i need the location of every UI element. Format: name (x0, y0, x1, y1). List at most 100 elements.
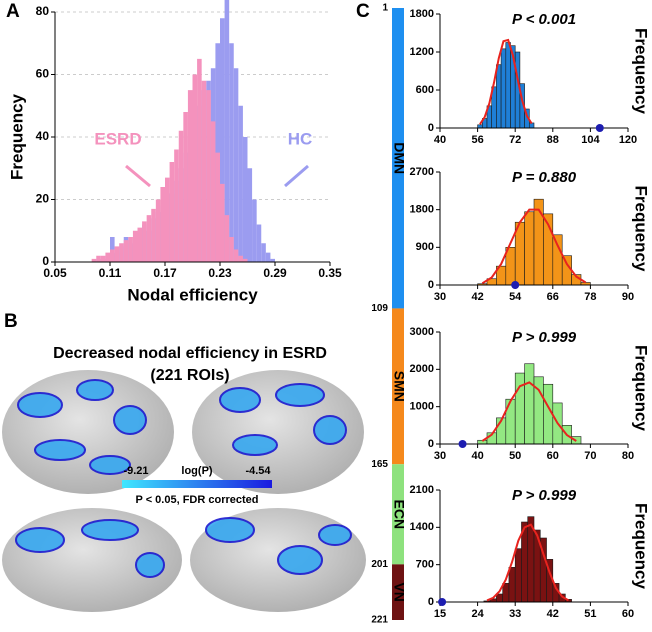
histogram-bar (496, 64, 502, 129)
y-axis-label: Frequency (632, 345, 651, 432)
histogram-bar (110, 249, 115, 262)
y-tick-label: 0 (428, 122, 434, 134)
x-tick-label: 88 (547, 134, 559, 146)
series-label: HC (288, 129, 313, 148)
x-tick-label: 72 (509, 134, 521, 146)
y-tick-label: 1400 (410, 521, 434, 533)
histogram-bar (187, 90, 193, 262)
p-value: P > 0.999 (512, 329, 577, 346)
histogram-bar (238, 105, 243, 262)
y-tick-label: 2100 (410, 484, 434, 496)
x-tick-label: 0.05 (43, 266, 67, 280)
histogram-bar (114, 246, 120, 262)
x-tick-label: 30 (434, 450, 446, 462)
histogram-bar (197, 58, 202, 262)
histogram-bar (100, 255, 106, 262)
observed-value (511, 281, 520, 289)
histogram-bar (165, 177, 170, 262)
y-tick-label: 20 (36, 192, 50, 206)
histogram-bar (174, 149, 179, 262)
significance-note: P < 0.05, FDR corrected (136, 494, 259, 506)
y-tick-label: 600 (416, 84, 434, 96)
p-value: P > 0.999 (512, 487, 577, 504)
x-tick-label: 42 (547, 608, 559, 620)
x-tick-label: 42 (471, 291, 483, 303)
x-tick-label: 50 (509, 450, 521, 462)
x-tick-label: 33 (509, 608, 521, 620)
histogram-bar (137, 227, 143, 262)
network-name: VN (391, 582, 407, 601)
x-tick-label: 30 (434, 291, 446, 303)
network-tick-label: 1 (382, 3, 388, 14)
network-tick-label: 165 (371, 459, 388, 470)
fit-curve (479, 38, 533, 125)
x-tick-label: 80 (622, 450, 634, 462)
y-tick-label: 1200 (410, 46, 434, 58)
histogram-bar (119, 243, 124, 262)
y-tick-label: 0 (428, 438, 434, 450)
histogram-bar (183, 112, 188, 262)
x-tick-label: 78 (584, 291, 596, 303)
x-tick-label: 40 (434, 134, 446, 146)
histogram-bar (91, 258, 97, 262)
y-axis-label: Frequency (632, 28, 651, 115)
histogram-bar (233, 68, 239, 262)
y-axis-label: Frequency (7, 93, 26, 180)
x-tick-label: 60 (547, 450, 559, 462)
brain-images (2, 370, 366, 612)
histogram-bar (192, 74, 198, 262)
panel-label: A (6, 1, 20, 22)
histogram-bar (496, 593, 503, 603)
histogram-bar (229, 237, 234, 262)
network-name: SMN (391, 371, 407, 402)
x-tick-label: 56 (471, 134, 483, 146)
y-tick-label: 2700 (410, 166, 434, 178)
y-tick-label: 700 (416, 559, 434, 571)
histogram-bar (210, 121, 216, 262)
y-tick-label: 0 (428, 279, 434, 291)
colorbar (122, 480, 272, 488)
histogram-bar (220, 18, 225, 262)
histogram-bar (169, 162, 175, 262)
observed-value (595, 124, 604, 132)
x-tick-label: 66 (547, 291, 559, 303)
series-label: ESRD (94, 129, 141, 148)
network-tick-label: 109 (371, 303, 388, 314)
histogram-bar (215, 152, 220, 262)
series-arrow (125, 164, 151, 188)
series-arrow (284, 164, 309, 188)
x-tick-label: 0.35 (318, 266, 342, 280)
histogram-bar (533, 198, 544, 286)
histogram-bar (505, 42, 511, 129)
histogram-bar (256, 224, 262, 262)
x-tick-label: 0.29 (263, 266, 287, 280)
p-value: P = 0.880 (512, 169, 577, 186)
histogram-bar (105, 252, 110, 262)
histogram-bar (524, 211, 535, 286)
y-tick-label: 40 (36, 129, 50, 143)
histogram-bar (247, 168, 253, 262)
x-tick-label: 15 (434, 608, 446, 620)
y-tick-label: 0 (428, 596, 434, 608)
histogram-bar (178, 130, 184, 262)
y-tick-label: 1800 (410, 204, 434, 216)
histogram-bar (514, 548, 522, 603)
x-tick-label: 70 (584, 450, 596, 462)
y-tick-label: 1800 (410, 8, 434, 20)
x-axis-label: Nodal efficiency (127, 285, 258, 304)
panel-label: C (356, 1, 370, 22)
y-tick-label: 80 (36, 4, 50, 18)
histogram-bar (261, 243, 266, 262)
histogram-bar (206, 90, 211, 262)
y-tick-label: 900 (416, 241, 434, 253)
network-tick-label: 201 (371, 559, 388, 570)
network-segment (392, 464, 404, 565)
histogram-bar (160, 187, 165, 262)
observed-value (438, 598, 447, 606)
histogram-bar (514, 372, 525, 445)
network-segment (392, 308, 404, 465)
p-value: P < 0.001 (512, 11, 576, 28)
network-tick-label: 221 (371, 615, 388, 626)
histogram-bar (252, 199, 257, 262)
